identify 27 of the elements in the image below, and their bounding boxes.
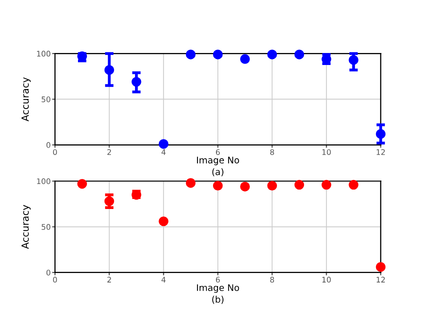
point bbox=[376, 129, 386, 139]
point bbox=[158, 139, 168, 149]
text: (a) bbox=[212, 168, 224, 176]
point bbox=[267, 180, 277, 191]
point bbox=[322, 180, 332, 190]
point bbox=[132, 77, 142, 87]
point bbox=[104, 65, 114, 75]
point bbox=[186, 178, 196, 188]
point bbox=[294, 180, 304, 190]
point bbox=[212, 50, 223, 60]
point bbox=[240, 54, 250, 64]
point bbox=[240, 182, 250, 192]
point bbox=[348, 55, 358, 65]
point bbox=[267, 50, 277, 60]
y-axis-title: Accuracy bbox=[22, 204, 31, 249]
y-axis-title: Accuracy bbox=[22, 77, 31, 122]
point bbox=[77, 179, 87, 189]
point bbox=[376, 262, 386, 272]
point bbox=[186, 50, 196, 60]
point bbox=[212, 180, 223, 191]
point bbox=[348, 180, 358, 190]
point bbox=[158, 216, 168, 226]
text: (b) bbox=[212, 296, 224, 304]
point bbox=[294, 50, 304, 60]
point bbox=[104, 196, 114, 206]
x-axis-title: Image No bbox=[197, 156, 240, 166]
x-axis-title: Image No bbox=[197, 284, 240, 293]
